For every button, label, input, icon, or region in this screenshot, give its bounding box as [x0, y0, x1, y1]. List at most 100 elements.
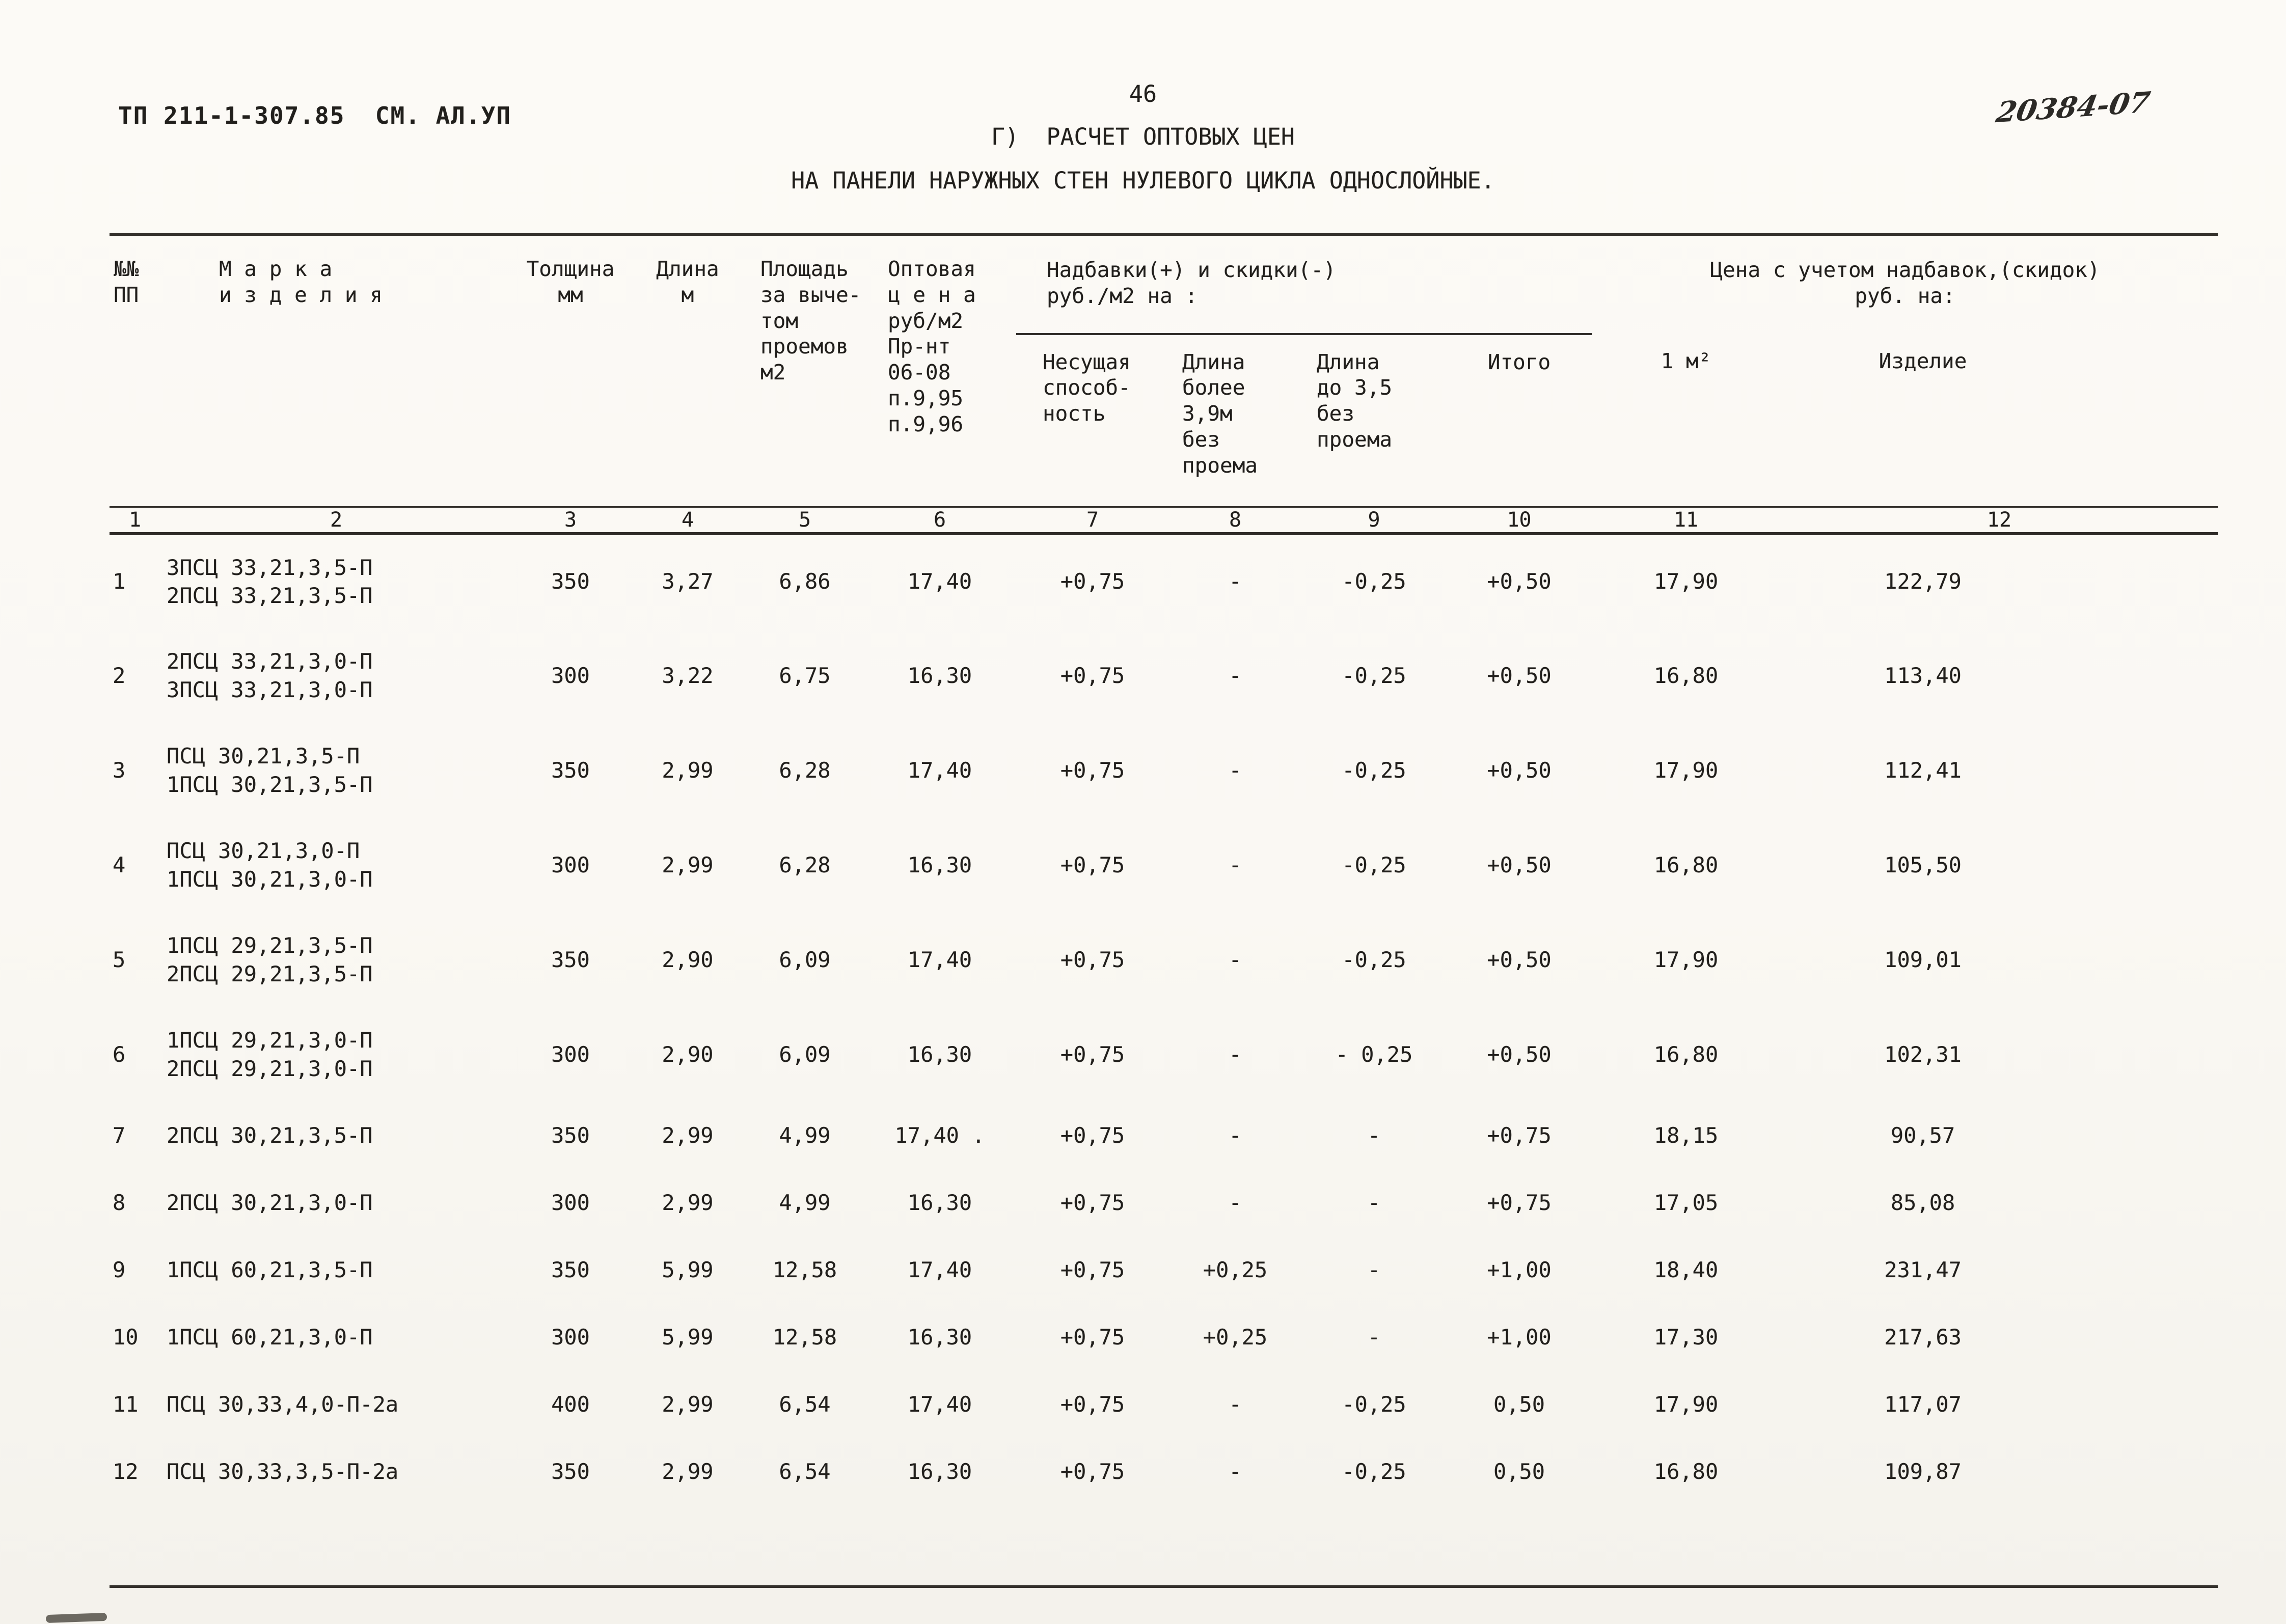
cell-c6: 16,30 [907, 663, 972, 688]
price-table: №№ ПП М а р к а и з д е л и я Толщина мм… [110, 233, 2219, 1588]
cell-marka: 1ПСЦ 60,21,3,0-П [167, 1324, 373, 1350]
header-ploshad: Площадь за выче- том проемов м2 [760, 257, 861, 385]
header-marka: М а р к а и з д е л и я [219, 257, 383, 307]
header-group-cena: Цена с учетом надбавок,(скидок) руб. на: [1710, 258, 2100, 308]
cell-c5: 6,28 [779, 757, 831, 783]
table-body: 1 3ПСЦ 33,21,3,5-П 2ПСЦ 33,21,3,5-П 350 3,2… [110, 534, 2218, 1505]
cell-num: 9 [113, 1257, 126, 1282]
cell-c8: +0,25 [1203, 1324, 1268, 1350]
cell-marka: 1ПСЦ 60,21,3,5-П [167, 1257, 373, 1282]
cell-c9: -0,25 [1342, 1391, 1406, 1417]
table-row: 9 1ПСЦ 60,21,3,5-П 350 5,99 12,58 17,40 +0,75 +… [110, 1236, 2218, 1304]
cell-c4: 3,27 [662, 569, 714, 594]
header-1m2: 1 м² [1661, 348, 1711, 373]
cell-num: 1 [113, 569, 126, 594]
cell-c7: +0,75 [1060, 1041, 1125, 1067]
cell-c8: - [1229, 1391, 1242, 1417]
cell-c5: 6,54 [779, 1458, 831, 1484]
cell-c12: 112,41 [1884, 757, 1962, 783]
cell-c10: 0,50 [1493, 1391, 1545, 1417]
table-row: 2 2ПСЦ 33,21,3,0-П 3ПСЦ 33,21,3,0-П 300 3,2… [110, 628, 2218, 723]
cell-c8: - [1229, 947, 1242, 972]
cell-c12: 122,79 [1884, 569, 1962, 594]
cell-c11: 18,15 [1653, 1122, 1719, 1148]
cell-c4: 5,99 [662, 1257, 714, 1282]
cell-c7: +0,75 [1060, 569, 1125, 594]
cell-c8: - [1229, 1190, 1242, 1215]
cell-c4: 3,22 [662, 663, 714, 688]
cell-c8: - [1229, 1122, 1242, 1148]
table-row: 6 1ПСЦ 29,21,3,0-П 2ПСЦ 29,21,3,0-П 300 2,9… [110, 1007, 2218, 1102]
cell-c5: 4,99 [779, 1122, 831, 1148]
page-number: 46 [1129, 80, 1157, 107]
cell-c11: 17,30 [1653, 1324, 1719, 1350]
cell-c5: 4,99 [779, 1190, 831, 1215]
cell-num: 6 [113, 1041, 126, 1067]
table-bottom-rule [110, 1505, 2219, 1588]
cell-c4: 2,99 [662, 1122, 714, 1148]
cell-c10: +0,50 [1487, 757, 1552, 783]
cell-c5: 6,09 [779, 947, 831, 972]
cell-c9: -0,25 [1342, 663, 1406, 688]
cell-c4: 2,90 [662, 1041, 714, 1067]
table-row: 12 ПСЦ 30,33,3,5-П-2а 350 2,99 6,54 16,30 +0,7… [110, 1438, 2218, 1505]
table-row: 1 3ПСЦ 33,21,3,5-П 2ПСЦ 33,21,3,5-П 350 3,2… [110, 534, 2218, 628]
cell-c12: 109,01 [1884, 947, 1962, 972]
cell-c9: - 0,25 [1335, 1041, 1413, 1067]
cell-c6: 17,40 [907, 757, 972, 783]
cell-c4: 5,99 [662, 1324, 714, 1350]
column-number: 7 [1016, 506, 1169, 535]
cell-c11: 17,90 [1653, 1391, 1719, 1417]
header-group-nadbavki: Надбавки(+) и скидки(-) руб./м2 на : [1016, 234, 1592, 335]
cell-c7: +0,75 [1060, 1458, 1125, 1484]
cell-c4: 2,99 [662, 1391, 714, 1417]
cell-c11: 17,90 [1653, 757, 1719, 783]
cell-c3: 300 [551, 1324, 590, 1350]
cell-marka: ПСЦ 30,21,3,0-П 1ПСЦ 30,21,3,0-П [167, 838, 373, 892]
cell-c4: 2,90 [662, 947, 714, 972]
cell-c4: 2,99 [662, 757, 714, 783]
cell-marka: ПСЦ 30,33,4,0-П-2а [167, 1391, 399, 1417]
cell-c6: 17,40 [907, 947, 972, 972]
cell-c10: +0,50 [1487, 569, 1552, 594]
cell-c12: 113,40 [1884, 663, 1962, 688]
cell-c4: 2,99 [662, 1458, 714, 1484]
cell-c7: +0,75 [1060, 1257, 1125, 1282]
cell-c11: 17,90 [1653, 947, 1719, 972]
cell-c3: 300 [551, 1041, 590, 1067]
cell-c11: 16,80 [1653, 852, 1719, 877]
page-title: Г) РАСЧЕТ ОПТОВЫХ ЦЕН [991, 123, 1295, 150]
table-row: 11 ПСЦ 30,33,4,0-П-2а 400 2,99 6,54 17,40 +0,7… [110, 1371, 2218, 1438]
cell-c12: 105,50 [1884, 852, 1962, 877]
cell-c6: 16,30 [907, 1458, 972, 1484]
cell-c5: 6,09 [779, 1041, 831, 1067]
doc-reference: ТП 211-1-307.85 СМ. АЛ.УП [118, 102, 512, 129]
cell-marka: ПСЦ 30,33,3,5-П-2а [167, 1458, 399, 1484]
column-number: 5 [746, 506, 863, 535]
header-nesushaya: Несущая способ- ность [1043, 349, 1131, 426]
cell-c5: 12,58 [772, 1324, 837, 1350]
column-number: 2 [160, 506, 512, 535]
cell-num: 10 [113, 1324, 139, 1350]
cell-c8: - [1229, 569, 1242, 594]
table-row: 5 1ПСЦ 29,21,3,5-П 2ПСЦ 29,21,3,5-П 350 2,9… [110, 913, 2218, 1007]
cell-c12: 231,47 [1884, 1257, 1962, 1282]
column-number: 3 [512, 506, 629, 535]
cell-c3: 350 [551, 1257, 590, 1282]
column-number: 6 [863, 506, 1016, 535]
cell-c12: 85,08 [1890, 1190, 1955, 1215]
cell-c12: 109,87 [1884, 1458, 1962, 1484]
table-row: 8 2ПСЦ 30,21,3,0-П 300 2,99 4,99 16,30 +0,75 - -… [110, 1169, 2218, 1236]
cell-num: 4 [113, 852, 126, 877]
column-number: 9 [1301, 506, 1447, 535]
header-dlina-bolee: Длина более 3,9м без проема [1182, 349, 1258, 478]
cell-c10: +0,75 [1487, 1190, 1552, 1215]
cell-c12: 102,31 [1884, 1041, 1962, 1067]
header-tolshina: Толщина мм [526, 257, 615, 307]
cell-c7: +0,75 [1060, 1391, 1125, 1417]
cell-marka: ПСЦ 30,21,3,5-П 1ПСЦ 30,21,3,5-П [167, 744, 373, 797]
cell-num: 11 [113, 1391, 139, 1417]
cell-c7: +0,75 [1060, 1324, 1125, 1350]
cell-c8: - [1229, 852, 1242, 877]
cell-c3: 400 [551, 1391, 590, 1417]
